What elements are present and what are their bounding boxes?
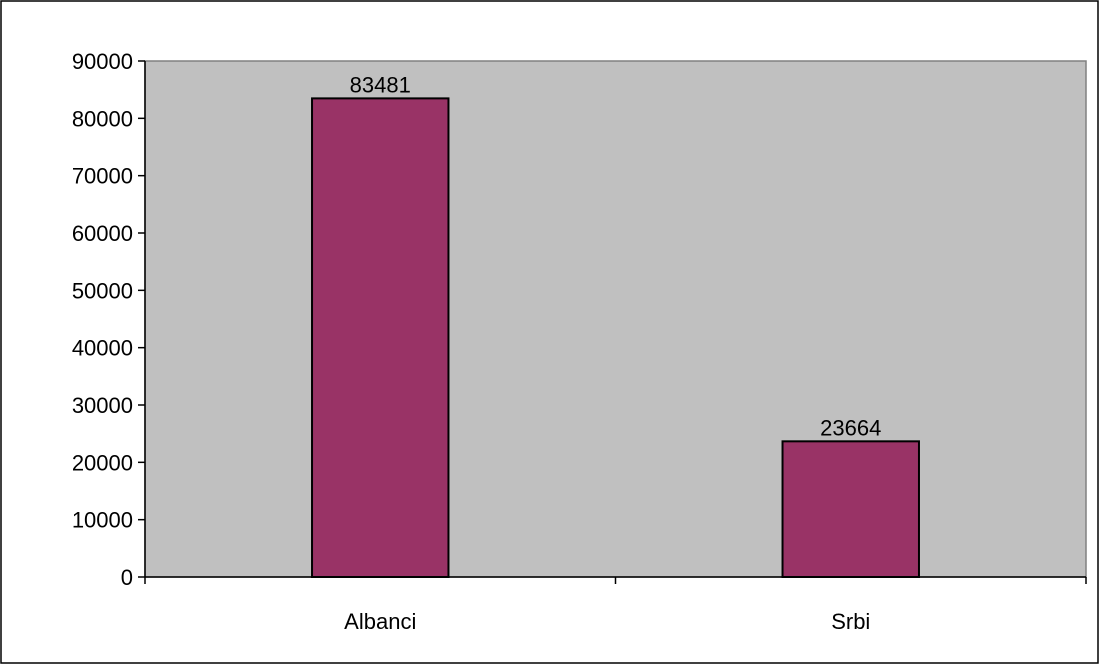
y-axis: 0 10000 20000 30000 40000 50000 60000 70000 8000… — [72, 49, 146, 590]
y-tick-label: 10000 — [72, 508, 133, 533]
y-tick-label: 40000 — [72, 336, 133, 361]
y-tick-label: 30000 — [72, 393, 133, 418]
y-tick-label: 60000 — [72, 221, 133, 246]
y-tick-label: 80000 — [72, 106, 133, 131]
data-label: 83481 — [350, 72, 411, 97]
data-labels: 83481 23664 — [350, 72, 882, 440]
bars — [311, 97, 920, 578]
y-tick-label: 90000 — [72, 49, 133, 74]
bar-albanci — [311, 97, 450, 578]
plot-area — [144, 60, 1087, 578]
x-tick-label: Albanci — [344, 609, 416, 634]
y-tick-label: 70000 — [72, 164, 133, 189]
y-tick-label: 20000 — [72, 450, 133, 475]
y-tick-label: 0 — [121, 565, 133, 590]
bar-srbi — [781, 440, 920, 578]
y-tick-label: 50000 — [72, 278, 133, 303]
data-label: 23664 — [820, 415, 881, 440]
x-tick-label: Srbi — [831, 609, 870, 634]
x-axis: Albanci Srbi — [144, 576, 1087, 634]
